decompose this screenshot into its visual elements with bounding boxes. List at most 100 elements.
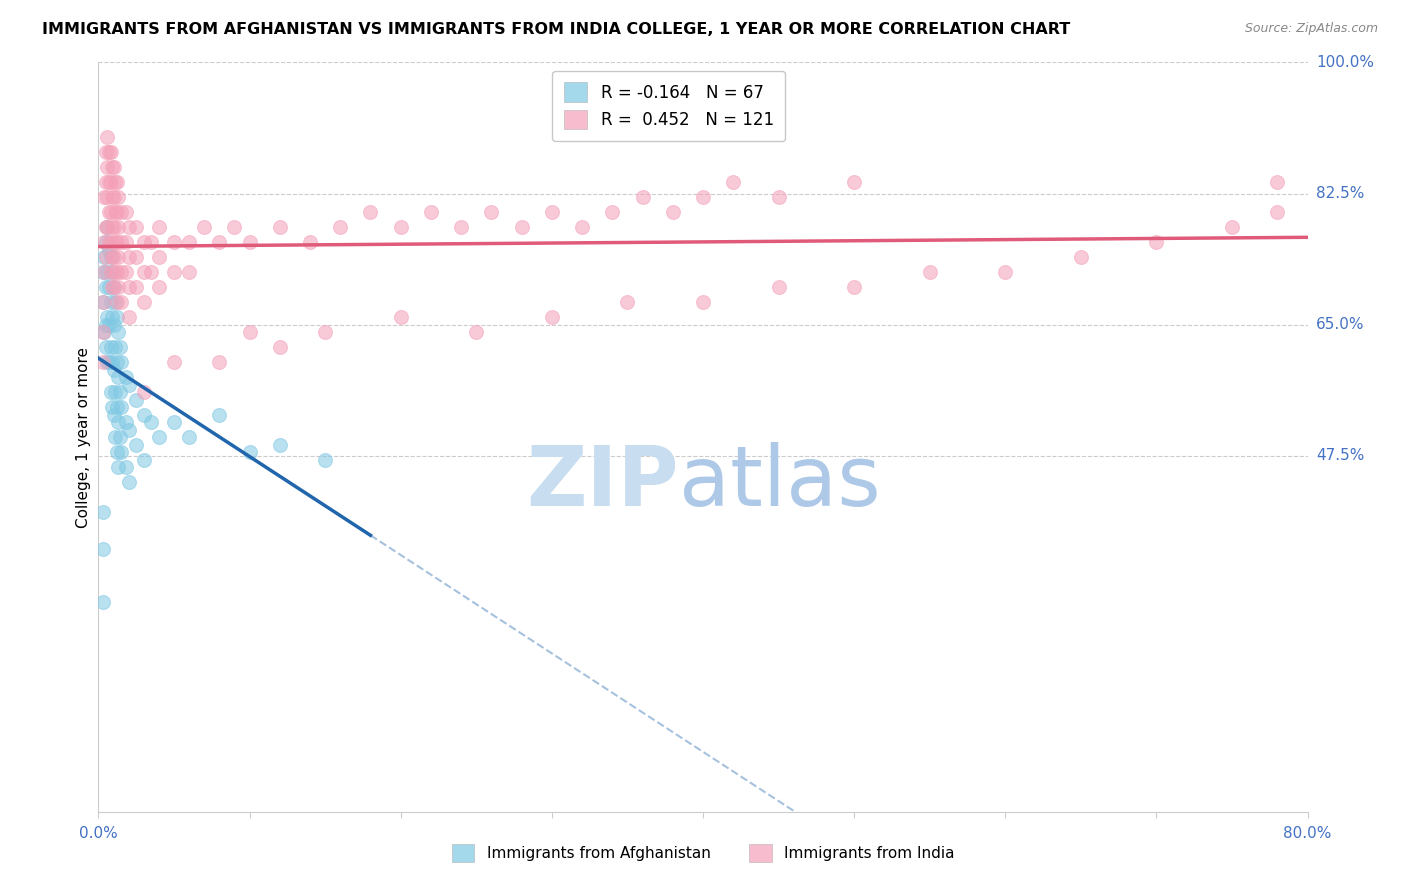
Point bbox=[107, 220, 129, 235]
Point bbox=[114, 370, 136, 384]
Point bbox=[177, 235, 201, 250]
Point bbox=[91, 542, 114, 557]
Point bbox=[91, 325, 114, 339]
Point bbox=[141, 415, 163, 429]
Point bbox=[132, 295, 155, 310]
Point bbox=[105, 310, 128, 325]
Point bbox=[93, 265, 115, 279]
Point bbox=[108, 430, 131, 444]
Point bbox=[105, 295, 128, 310]
Point bbox=[104, 385, 127, 400]
Point bbox=[96, 265, 118, 279]
Point bbox=[360, 205, 382, 219]
Point bbox=[177, 430, 201, 444]
Point bbox=[148, 430, 170, 444]
Text: 47.5%: 47.5% bbox=[1316, 449, 1364, 463]
Point bbox=[100, 385, 122, 400]
Point bbox=[101, 355, 124, 369]
Point bbox=[208, 355, 231, 369]
Point bbox=[510, 220, 533, 235]
Point bbox=[163, 235, 186, 250]
Point bbox=[132, 265, 155, 279]
Point bbox=[141, 235, 163, 250]
Point bbox=[163, 415, 186, 429]
Point bbox=[101, 280, 124, 294]
Y-axis label: College, 1 year or more: College, 1 year or more bbox=[76, 347, 91, 527]
Point bbox=[125, 250, 148, 264]
Point bbox=[98, 235, 121, 250]
Point bbox=[125, 220, 148, 235]
Text: IMMIGRANTS FROM AFGHANISTAN VS IMMIGRANTS FROM INDIA COLLEGE, 1 YEAR OR MORE COR: IMMIGRANTS FROM AFGHANISTAN VS IMMIGRANT… bbox=[42, 22, 1070, 37]
Point bbox=[1265, 205, 1288, 219]
Point bbox=[114, 460, 136, 475]
Point bbox=[163, 265, 186, 279]
Point bbox=[94, 280, 117, 294]
Point bbox=[96, 220, 118, 235]
Point bbox=[104, 205, 127, 219]
Text: 82.5%: 82.5% bbox=[1316, 186, 1364, 201]
Point bbox=[104, 430, 127, 444]
Point bbox=[631, 190, 654, 204]
Point bbox=[94, 235, 117, 250]
Point bbox=[1265, 175, 1288, 189]
Point bbox=[91, 355, 114, 369]
Point bbox=[93, 235, 115, 250]
Point bbox=[91, 265, 114, 279]
Point bbox=[98, 145, 121, 160]
Point bbox=[132, 235, 155, 250]
Point bbox=[110, 400, 132, 414]
Point bbox=[98, 243, 121, 257]
Point bbox=[844, 175, 866, 189]
Point bbox=[132, 452, 155, 467]
Point bbox=[114, 205, 136, 219]
Point bbox=[91, 295, 114, 310]
Point bbox=[118, 250, 141, 264]
Point bbox=[125, 437, 148, 451]
Point bbox=[329, 220, 352, 235]
Point bbox=[721, 175, 744, 189]
Point bbox=[768, 280, 790, 294]
Point bbox=[91, 295, 114, 310]
Point bbox=[94, 220, 117, 235]
Point bbox=[208, 408, 231, 422]
Point bbox=[101, 220, 124, 235]
Point bbox=[540, 310, 562, 325]
Point bbox=[104, 340, 127, 354]
Point bbox=[1070, 250, 1092, 264]
Point bbox=[481, 205, 503, 219]
Point bbox=[96, 355, 118, 369]
Point bbox=[104, 175, 127, 189]
Point bbox=[148, 280, 170, 294]
Point bbox=[98, 280, 121, 294]
Point bbox=[389, 310, 412, 325]
Point bbox=[103, 250, 125, 264]
Point bbox=[118, 220, 141, 235]
Point bbox=[103, 362, 125, 376]
Point bbox=[103, 280, 125, 294]
Point bbox=[844, 280, 866, 294]
Point bbox=[96, 220, 118, 235]
Point bbox=[103, 408, 125, 422]
Point bbox=[239, 235, 262, 250]
Point bbox=[94, 145, 117, 160]
Point bbox=[107, 415, 129, 429]
Point bbox=[114, 415, 136, 429]
Point bbox=[110, 265, 132, 279]
Point bbox=[107, 370, 129, 384]
Point bbox=[125, 392, 148, 407]
Point bbox=[107, 280, 129, 294]
Text: 65.0%: 65.0% bbox=[1316, 318, 1364, 332]
Point bbox=[93, 325, 115, 339]
Point bbox=[419, 205, 441, 219]
Point bbox=[1220, 220, 1243, 235]
Point bbox=[616, 295, 638, 310]
Point bbox=[94, 318, 117, 332]
Point bbox=[193, 220, 215, 235]
Point bbox=[93, 190, 115, 204]
Point bbox=[208, 235, 231, 250]
Point bbox=[101, 265, 124, 279]
Point bbox=[118, 310, 141, 325]
Point bbox=[465, 325, 488, 339]
Point bbox=[94, 340, 117, 354]
Point bbox=[91, 505, 114, 519]
